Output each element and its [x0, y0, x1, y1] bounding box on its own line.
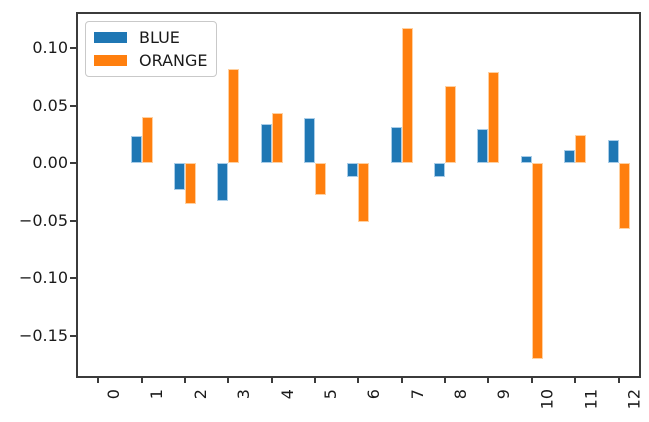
x-tick-mark [314, 378, 317, 383]
x-tick-mark [400, 378, 403, 383]
x-tick-mark [227, 378, 230, 383]
x-tick-mark [487, 378, 490, 383]
y-tick-label: 0.05 [32, 95, 68, 115]
x-tick-label: 12 [624, 389, 644, 410]
x-tick-label: 6 [364, 389, 384, 400]
x-tick-mark [574, 378, 577, 383]
legend-label-orange: ORANGE [139, 50, 208, 70]
y-tick-label: −0.05 [18, 210, 68, 230]
x-tick-label: 5 [321, 389, 341, 400]
y-tick-label: −0.15 [18, 325, 68, 345]
x-tick-label: 1 [147, 389, 167, 400]
legend: BLUE ORANGE [85, 21, 217, 77]
x-tick-mark [140, 378, 143, 383]
x-tick-label: 4 [277, 389, 297, 400]
x-tick-mark [444, 378, 447, 383]
legend-swatch-orange [94, 55, 127, 66]
y-tick-label: 0.00 [32, 153, 68, 173]
x-tick-label: 11 [581, 389, 601, 410]
legend-item-blue: BLUE [94, 28, 208, 47]
x-tick-label: 2 [191, 389, 210, 400]
x-tick-label: 9 [494, 389, 514, 400]
x-tick-mark [357, 378, 360, 383]
y-tick-label: 0.10 [32, 38, 68, 58]
x-tick-label: 8 [451, 389, 471, 400]
x-tick-label: 10 [537, 389, 557, 410]
legend-item-orange: ORANGE [94, 51, 208, 70]
x-tick-mark [617, 378, 620, 383]
legend-swatch-blue [94, 32, 127, 43]
x-tick-label: 3 [234, 389, 254, 400]
x-tick-mark [530, 378, 533, 383]
x-tick-mark [97, 378, 100, 383]
x-tick-label: 7 [407, 389, 427, 400]
y-tick-label: −0.10 [18, 268, 68, 288]
x-tick-mark [270, 378, 273, 383]
x-tick-label: 0 [104, 389, 124, 400]
legend-label-blue: BLUE [139, 27, 180, 47]
x-tick-mark [184, 378, 186, 383]
